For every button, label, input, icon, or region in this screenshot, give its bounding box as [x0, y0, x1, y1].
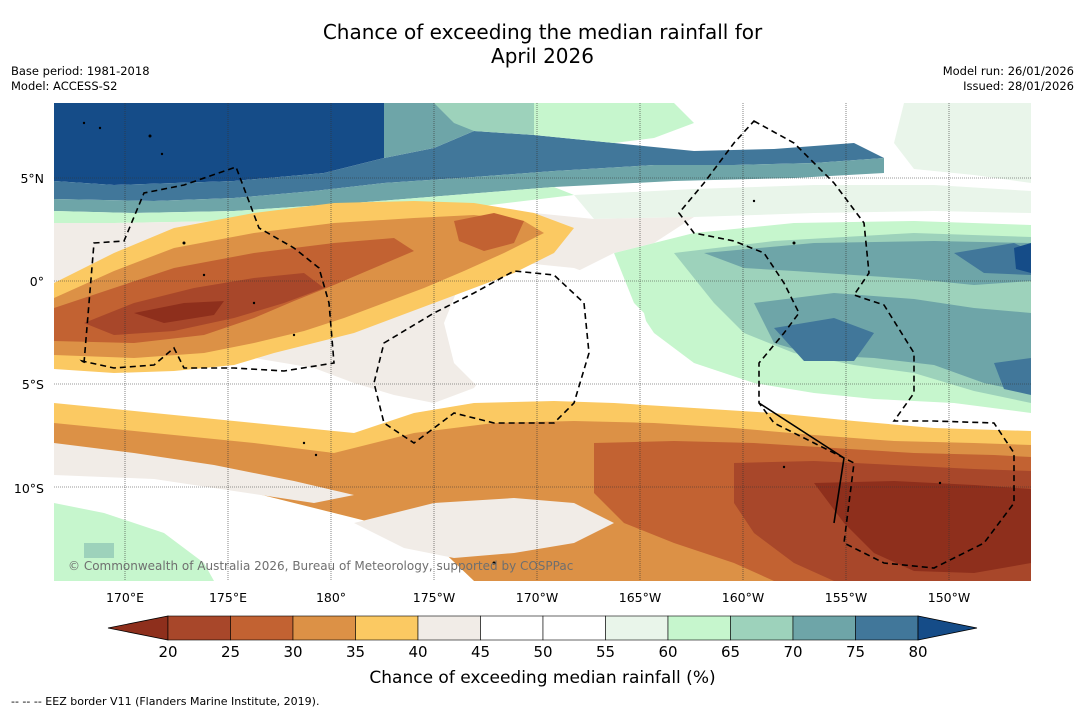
colorbar-seg-45-50 — [480, 615, 544, 641]
meta-right: Model run: 26/01/2026 Issued: 28/01/2026 — [943, 64, 1074, 94]
region-band-teal — [54, 158, 884, 213]
region-very-high-north — [54, 103, 384, 185]
gridlines — [54, 103, 1031, 581]
colorbar-extend-high — [917, 615, 978, 641]
colorbar-seg-20-25 — [167, 615, 231, 641]
colorbar-tick-50: 50 — [533, 643, 553, 661]
eez-borders — [79, 119, 1015, 569]
region-band-green — [54, 187, 574, 223]
island — [314, 453, 318, 457]
region-southwest-lightteal — [84, 543, 114, 558]
region-southwest-green — [54, 503, 214, 581]
lon-label-165w: 165°W — [618, 590, 662, 605]
lon-label-150w: 150°W — [927, 590, 971, 605]
lat-label-5s: 5°S — [21, 377, 44, 392]
island — [752, 199, 756, 203]
eez-line-islands — [677, 119, 1015, 569]
lat-label-10s: 10°S — [13, 481, 44, 496]
lon-label-175w: 175°W — [412, 590, 456, 605]
colorbar-tick-70: 70 — [783, 643, 803, 661]
base-period: Base period: 1981-2018 — [11, 64, 150, 78]
colorbar-seg-75-80 — [855, 615, 919, 641]
colorbar-seg-30-35 — [292, 615, 356, 641]
colorbar-tick-25: 25 — [220, 643, 241, 661]
colorbar-tick-20: 20 — [158, 643, 178, 661]
region-band-pale — [574, 185, 1031, 219]
region-southwest-grey — [54, 443, 354, 503]
region-east-darkteal-3 — [994, 358, 1031, 395]
chart-title: Chance of exceeding the median rainfall … — [0, 20, 1085, 68]
region-central-white — [444, 263, 654, 408]
lat-label-5n: 5°N — [20, 171, 44, 186]
island — [98, 126, 102, 130]
colorbar-seg-70-75 — [792, 615, 856, 641]
colorbar-seg-55-60 — [605, 615, 669, 641]
island — [182, 241, 186, 245]
region-west-darkest — [134, 301, 224, 323]
lon-label-170e: 170°E — [105, 590, 144, 605]
eez-solid-border-2 — [833, 457, 845, 524]
colorbar-tick-60: 60 — [658, 643, 678, 661]
island — [160, 152, 164, 156]
region-south-grey-mid — [354, 498, 614, 558]
colorbar-seg-60-65 — [667, 615, 731, 641]
colorbar-seg-25-30 — [230, 615, 294, 641]
island — [782, 465, 786, 469]
colorbar-tick-30: 30 — [283, 643, 303, 661]
colorbar-tick-35: 35 — [345, 643, 366, 661]
region-east-teal-2 — [754, 293, 1031, 393]
eez-solid-border — [758, 402, 845, 459]
island — [938, 481, 942, 485]
colorbar-seg-40-45 — [417, 615, 481, 641]
region-east-deepblue — [1014, 243, 1031, 273]
region-south-darkest — [814, 481, 1031, 573]
region-pale-upper-right — [894, 103, 1031, 183]
colorbar-seg-65-70 — [730, 615, 794, 641]
rainfall-map — [54, 103, 1031, 581]
region-palegreen-north — [534, 103, 694, 143]
copyright-notice: © Commonwealth of Australia 2026, Bureau… — [68, 559, 574, 573]
colorbar-label: Chance of exceeding median rainfall (%) — [369, 668, 716, 688]
title-line-2: April 2026 — [491, 44, 594, 68]
colorbar-tick-45: 45 — [470, 643, 491, 661]
colorbar-seg-35-40 — [355, 615, 419, 641]
colorbar-tick-65: 65 — [720, 643, 741, 661]
island — [292, 333, 296, 337]
region-north-orange-blob — [454, 213, 524, 251]
colorbar-tick-80: 80 — [908, 643, 928, 661]
colorbar-seg-50-55 — [542, 615, 606, 641]
islands — [82, 121, 942, 565]
lon-label-170w: 170°W — [515, 590, 559, 605]
island — [492, 561, 496, 565]
colorbar-extend-low — [107, 615, 169, 641]
island — [792, 241, 796, 245]
eez-footnote: -- -- -- EEZ border V11 (Flanders Marine… — [11, 695, 320, 708]
island — [82, 121, 86, 125]
model-name: Model: ACCESS-S2 — [11, 79, 118, 93]
island — [148, 134, 152, 138]
island — [252, 301, 256, 305]
model-run: Model run: 26/01/2026 — [942, 64, 1074, 78]
colorbar — [107, 615, 978, 641]
colorbar-tick-40: 40 — [408, 643, 428, 661]
issued-date: Issued: 28/01/2026 — [963, 79, 1074, 93]
lon-label-180: 180° — [315, 590, 347, 605]
region-east-darkteal-2 — [954, 243, 1031, 275]
lon-label-155w: 155°W — [824, 590, 868, 605]
title-line-1: Chance of exceeding the median rainfall … — [322, 20, 763, 44]
lon-label-175e: 175°E — [208, 590, 247, 605]
colorbar-segments — [167, 615, 919, 641]
lon-label-160w: 160°W — [721, 590, 765, 605]
island — [202, 273, 206, 277]
island — [302, 441, 306, 445]
meta-left: Base period: 1981-2018 Model: ACCESS-S2 — [11, 64, 150, 94]
colorbar-tick-75: 75 — [845, 643, 866, 661]
map-canvas — [54, 103, 1031, 581]
lat-label-0: 0° — [29, 274, 44, 289]
colorbar-tick-55: 55 — [595, 643, 616, 661]
eez-phoenix — [373, 270, 590, 444]
region-high-north-band — [54, 131, 884, 201]
region-east-darkteal — [774, 318, 874, 361]
eez-kiribati-gilbert — [79, 165, 335, 372]
